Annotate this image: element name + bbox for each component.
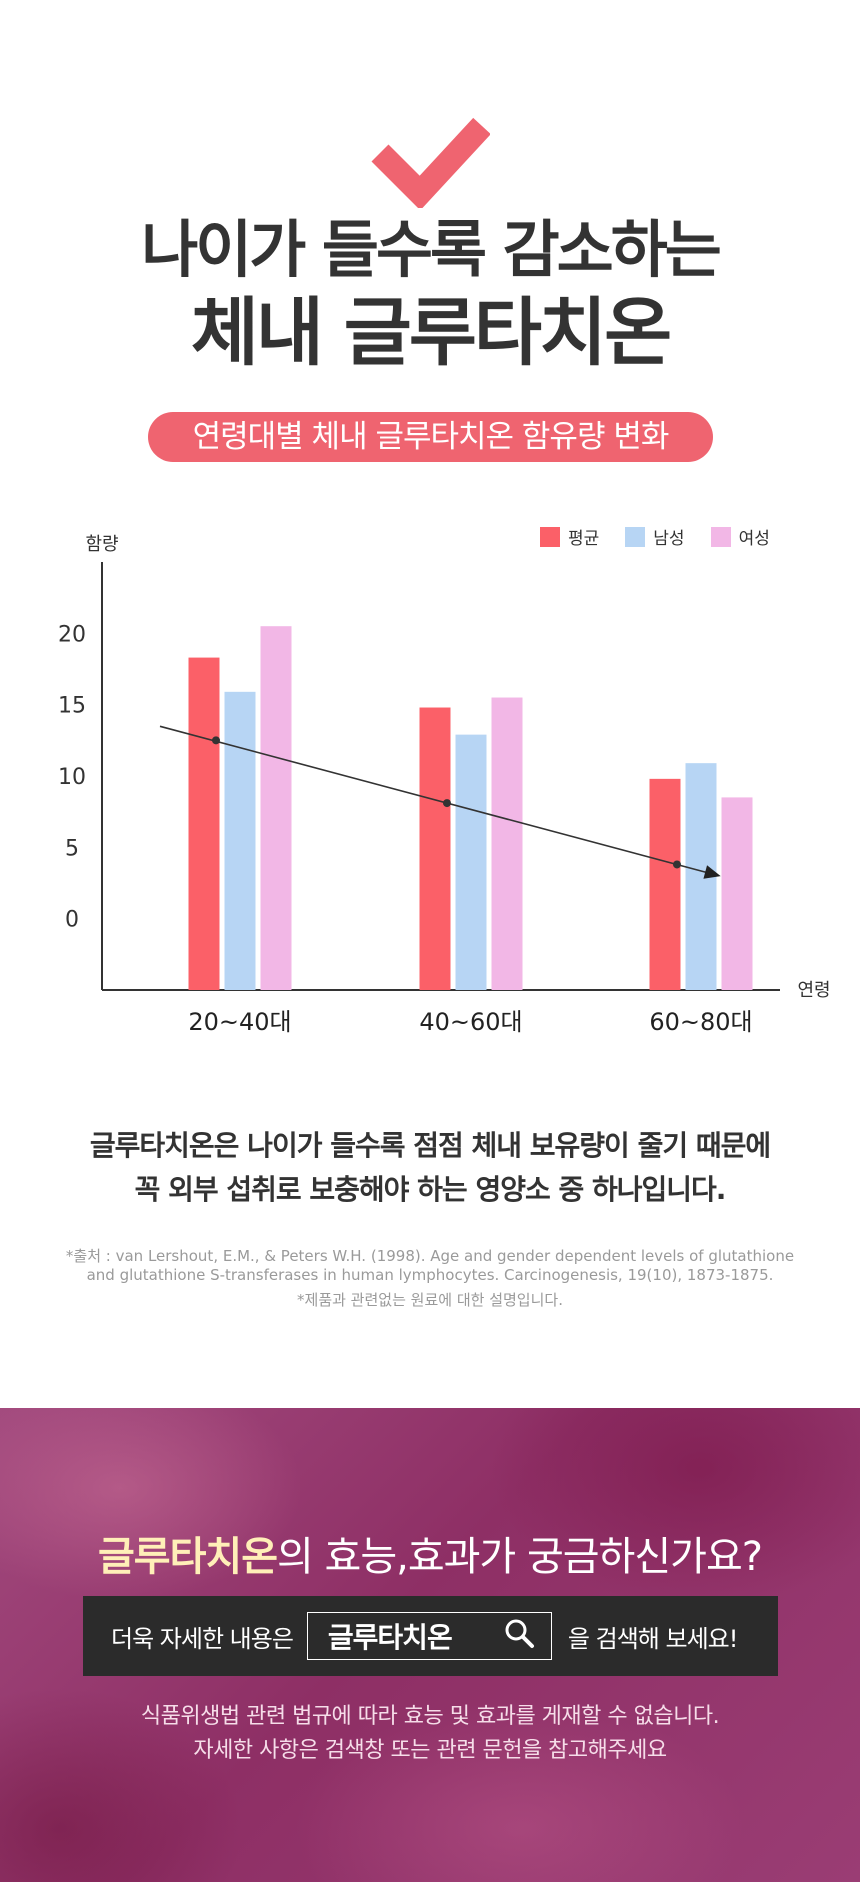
bar [224, 691, 256, 990]
bar [419, 707, 451, 990]
trend-point [443, 799, 451, 808]
source-note: *제품과 관련없는 원료에 대한 설명입니다. [297, 1291, 563, 1309]
headline-line1: 나이가 들수록 감소하는 [141, 213, 722, 286]
summary-line1: 글루타치온은 나이가 들수록 점점 체내 보유량이 줄기 때문에 [89, 1129, 771, 1162]
search-icon [503, 1617, 535, 1655]
banner-title-keyword: 글루타치온 [98, 1534, 278, 1580]
bar [649, 778, 681, 990]
banner-title: 글루타치온의 효능,효과가 궁금하신가요? [0, 1524, 860, 1582]
trend-point [212, 736, 220, 745]
summary-text: 글루타치온은 나이가 들수록 점점 체내 보유량이 줄기 때문에 꼭 외부 섭취… [0, 1124, 860, 1212]
headline-line2: 체내 글루타치온 [190, 290, 672, 376]
legend-item: 여성 [710, 524, 770, 549]
legend-swatch [625, 526, 646, 547]
legend-label: 여성 [738, 529, 770, 549]
search-bar: 더욱 자세한 내용은 글루타치온 을 검색해 보세요! [83, 1596, 778, 1676]
disclaimer: 식품위생법 관련 법규에 따라 효능 및 효과를 게재할 수 없습니다. 자세한… [0, 1700, 860, 1768]
x-axis-label: 연령 [797, 980, 830, 1001]
info-banner: 글루타치온의 효능,효과가 궁금하신가요? 더욱 자세한 내용은 글루타치온 을… [0, 1408, 860, 1882]
bar [455, 734, 487, 990]
trend-arrowhead [703, 865, 721, 879]
source-line1: *출처 : van Lershout, E.M., & Peters W.H. … [65, 1247, 795, 1265]
trend-line [159, 725, 715, 876]
y-tick-label: 10 [58, 765, 86, 790]
search-suffix: 을 검색해 보세요! [567, 1624, 738, 1653]
bar [188, 657, 220, 990]
disclaimer-line1: 식품위생법 관련 법규에 따라 효능 및 효과를 게재할 수 없습니다. [140, 1704, 720, 1729]
y-tick-label: 5 [65, 836, 79, 861]
legend-swatch [710, 526, 731, 547]
legend-item: 남성 [625, 524, 685, 549]
source-line2: and glutathione S-transferases in human … [86, 1266, 774, 1284]
bar [491, 697, 523, 990]
chart-title-pill: 연령대별 체내 글루타치온 함유량 변화 [148, 412, 713, 462]
banner-title-rest: 의 효능,효과가 궁금하신가요? [277, 1534, 763, 1580]
y-axis-label: 함량 [85, 534, 118, 555]
bar [721, 797, 753, 990]
checkmark-icon [0, 108, 860, 208]
y-tick-label: 20 [58, 622, 86, 647]
headline: 나이가 들수록 감소하는 체내 글루타치온 [0, 212, 860, 378]
y-tick-label: 15 [58, 694, 86, 719]
disclaimer-line2: 자세한 사항은 검색창 또는 관련 문헌을 참고해주세요 [193, 1738, 667, 1763]
x-tick-label: 20~40대 [188, 1008, 291, 1036]
source-citation: *출처 : van Lershout, E.M., & Peters W.H. … [40, 1247, 820, 1310]
legend-label: 평균 [568, 529, 600, 549]
search-prefix: 더욱 자세한 내용은 [111, 1624, 294, 1653]
legend-item: 평균 [540, 524, 599, 549]
legend-swatch [540, 526, 560, 547]
search-keyword: 글루타치온 [327, 1621, 453, 1654]
legend-label: 남성 [653, 529, 685, 549]
x-tick-label: 40~60대 [419, 1008, 522, 1036]
chart-legend: 평균 남성 여성 [540, 524, 770, 549]
trend-point [673, 860, 681, 869]
bar [260, 626, 292, 990]
summary-line2: 꼭 외부 섭취로 보충해야 하는 영양소 중 하나입니다. [134, 1173, 727, 1206]
y-tick-label: 0 [65, 908, 79, 933]
search-box[interactable]: 글루타치온 [306, 1612, 552, 1660]
x-tick-label: 60~80대 [649, 1008, 752, 1036]
